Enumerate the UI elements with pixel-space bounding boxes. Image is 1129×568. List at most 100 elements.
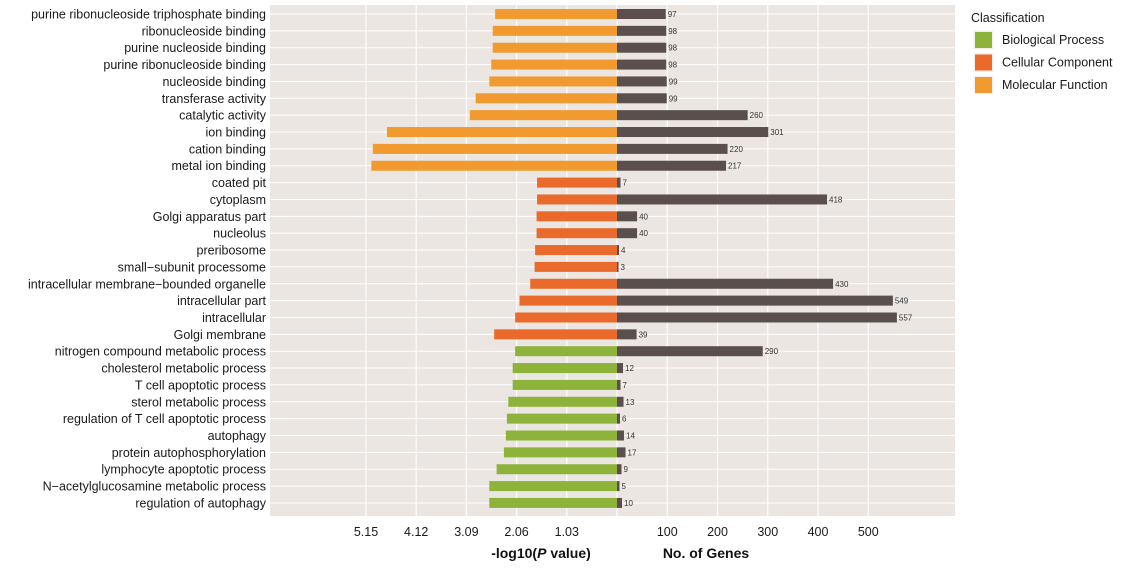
- gene-count-label: 97: [668, 10, 677, 19]
- p-value-bar: [536, 228, 617, 239]
- p-value-bar: [535, 245, 617, 256]
- category-label: nucleoside binding: [162, 75, 266, 89]
- gene-count-label: 549: [895, 297, 909, 306]
- gene-count-label: 10: [624, 499, 633, 508]
- gene-count-label: 40: [639, 229, 648, 238]
- right-axis-title: No. of Genes: [663, 545, 750, 561]
- gene-count-bar: [617, 42, 667, 53]
- gene-count-bar: [617, 143, 728, 154]
- gene-count-bar: [617, 59, 667, 70]
- gene-count-label: 13: [626, 398, 635, 407]
- axis-ticks: 5.15 4.12 3.09 2.06 1.03 100 200 300 400 500: [354, 525, 879, 539]
- p-value-bar: [489, 481, 617, 492]
- gene-count-label: 5: [622, 482, 627, 491]
- gene-count-bar: [617, 329, 637, 340]
- left-axis-title: -log10(P value): [491, 545, 591, 561]
- gene-count-label: 98: [668, 27, 677, 36]
- gene-count-bar: [617, 346, 763, 357]
- gene-count-bar: [617, 245, 620, 256]
- legend-label: Molecular Function: [1002, 78, 1108, 92]
- p-value-bar: [495, 9, 617, 19]
- gene-count-bar: [617, 278, 834, 289]
- legend: Classification Biological Process Cellula…: [971, 11, 1113, 96]
- gene-count-label: 301: [770, 128, 784, 137]
- right-axis-tick-label: 200: [707, 525, 728, 539]
- gene-count-label: 418: [829, 195, 843, 204]
- gene-count-label: 290: [765, 347, 779, 356]
- p-value-bar: [530, 278, 617, 289]
- category-label: small−subunit processome: [118, 260, 266, 274]
- category-label: transferase activity: [162, 92, 267, 106]
- p-value-bar: [496, 464, 617, 475]
- gene-count-label: 98: [668, 44, 677, 53]
- p-value-bar: [519, 295, 617, 306]
- gene-count-label: 557: [899, 313, 913, 322]
- legend-swatch: [975, 77, 992, 93]
- gene-count-bar: [617, 160, 727, 171]
- left-axis-tick-label: 5.15: [354, 525, 378, 539]
- gene-count-label: 17: [628, 448, 637, 457]
- gene-count-label: 98: [668, 61, 677, 70]
- category-label: cation binding: [189, 142, 266, 156]
- p-value-bar: [537, 177, 617, 188]
- gene-count-bar: [617, 413, 621, 424]
- gene-count-bar: [617, 110, 748, 121]
- right-axis-tick-label: 300: [757, 525, 778, 539]
- left-axis-tick-label: 1.03: [555, 525, 579, 539]
- gene-count-label: 99: [669, 94, 678, 103]
- category-label: autophagy: [208, 429, 267, 443]
- p-value-bar: [491, 59, 617, 70]
- gene-count-bar: [617, 481, 620, 492]
- category-label: T cell apoptotic process: [135, 378, 266, 392]
- category-label: cholesterol metabolic process: [101, 362, 266, 376]
- gene-count-bar: [617, 93, 667, 104]
- gene-count-label: 9: [624, 465, 629, 474]
- gene-count-bar: [617, 497, 623, 508]
- gene-count-bar: [617, 9, 666, 19]
- p-value-bar: [492, 25, 617, 36]
- gene-count-label: 217: [728, 162, 742, 171]
- gene-count-bar: [617, 177, 621, 188]
- p-value-bar: [506, 413, 617, 424]
- p-value-bar: [515, 346, 617, 357]
- category-label: Golgi membrane: [174, 328, 266, 342]
- category-label: intracellular part: [177, 294, 266, 308]
- gene-count-bar: [617, 447, 626, 458]
- category-label: nitrogen compound metabolic process: [55, 345, 266, 359]
- legend-title: Classification: [971, 11, 1045, 25]
- category-label: metal ion binding: [171, 159, 266, 173]
- right-axis-tick-label: 100: [657, 525, 678, 539]
- p-value-bar: [489, 497, 617, 508]
- gene-count-label: 7: [623, 381, 628, 390]
- category-label: catalytic activity: [179, 109, 267, 123]
- gene-count-bar: [617, 379, 621, 390]
- gene-count-bar: [617, 25, 667, 36]
- right-axis-tick-label: 400: [808, 525, 829, 539]
- legend-label: Cellular Component: [1002, 56, 1113, 70]
- gene-count-bar: [617, 295, 893, 306]
- gene-count-label: 12: [625, 364, 634, 373]
- gene-count-bar: [617, 396, 624, 407]
- category-label: nucleolus: [213, 227, 266, 241]
- category-label: regulation of autophagy: [135, 496, 266, 510]
- gene-count-label: 430: [835, 280, 849, 289]
- p-value-bar: [469, 110, 617, 121]
- gene-count-bar: [617, 211, 638, 222]
- gene-count-label: 220: [730, 145, 744, 154]
- gene-count-bar: [617, 312, 897, 323]
- category-label: lymphocyte apoptotic process: [101, 463, 266, 477]
- category-label: purine ribonucleoside binding: [103, 58, 266, 72]
- gene-count-bars: 9798989899992603012202177418404043430549…: [617, 9, 913, 508]
- legend-swatch: [975, 54, 992, 71]
- p-value-bar: [508, 396, 617, 407]
- gene-count-label: 4: [621, 246, 626, 255]
- gene-count-bar: [617, 76, 667, 87]
- gene-count-bar: [617, 194, 828, 205]
- category-label: coated pit: [212, 176, 267, 190]
- p-value-bar: [537, 194, 617, 205]
- category-label: purine nucleoside binding: [124, 41, 266, 55]
- category-labels: purine ribonucleoside triphosphate bindi…: [28, 8, 267, 511]
- p-value-bar: [494, 329, 617, 340]
- gene-count-bar: [617, 228, 638, 239]
